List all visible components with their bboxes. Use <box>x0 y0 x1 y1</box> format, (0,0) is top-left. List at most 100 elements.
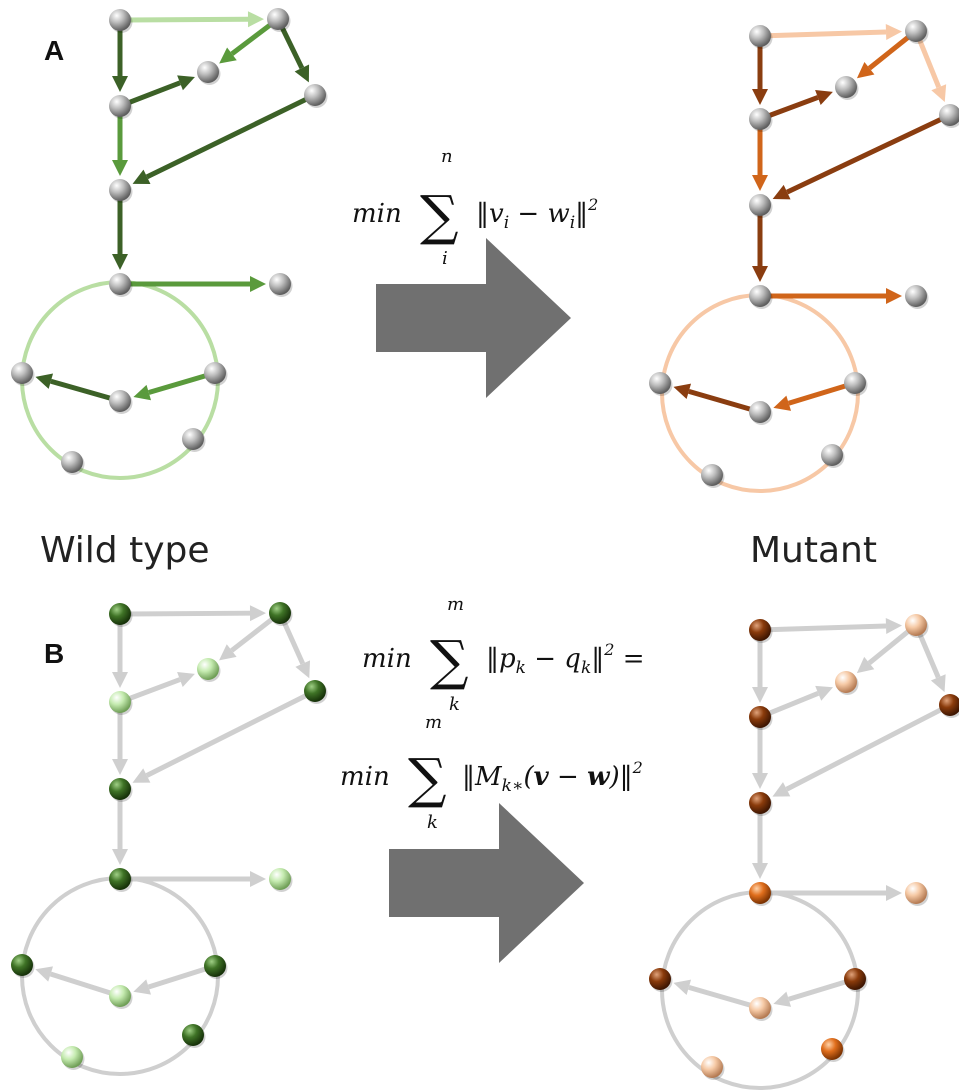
a_mt-node-n13 <box>701 464 723 486</box>
a_mt-edge-n2-n3 <box>856 33 912 79</box>
a_mt-node-n12 <box>821 444 843 466</box>
a_mt-edge-n4-n6 <box>772 115 945 200</box>
a_mt-node-n6 <box>749 194 771 216</box>
a_mt-node-n11 <box>749 401 771 423</box>
b_wt-edge-n1-n5 <box>112 621 128 688</box>
equation-a: min ∑ n i ‖vi − wi‖2 <box>352 146 598 269</box>
b_wt-edge-n11-n9 <box>35 966 114 997</box>
a_wt-edge-n2-n3 <box>219 21 274 64</box>
b_wt-node-n3 <box>197 658 219 680</box>
wild-type-label: Wild type <box>40 530 210 571</box>
a_wt-node-n12 <box>182 428 204 450</box>
node-layer <box>11 8 959 1080</box>
panel-label-a: A <box>44 35 64 66</box>
b_mt-node-n2 <box>905 614 927 636</box>
a_mt-node-n1 <box>749 25 771 47</box>
a_wt-node-n6 <box>109 179 131 201</box>
a_mt-edge-n2-n4 <box>916 36 947 103</box>
a_wt-node-n1 <box>109 9 131 31</box>
a_mt-node-n5 <box>749 108 771 130</box>
b_mt-node-n5 <box>749 706 771 728</box>
b_mt-node-n13 <box>701 1056 723 1078</box>
a_wt-node-n9 <box>11 362 33 384</box>
a_wt-node-n8 <box>269 273 291 295</box>
a_mt-edge-n7-n8 <box>767 288 902 304</box>
a_mt-edge-n5-n6 <box>752 126 768 191</box>
b_wt-edge-n4-n6 <box>132 691 310 783</box>
a_mt-node-n2 <box>905 20 927 42</box>
b_mt-node-n1 <box>749 619 771 641</box>
a_mt-node-n4 <box>939 104 959 126</box>
a_wt-edge-n5-n6 <box>112 113 128 176</box>
eq-b2-sigma: ∑ <box>408 747 447 810</box>
a_wt-edge-n10-n11 <box>133 372 209 401</box>
b_wt-edge-n6-n7 <box>112 796 128 865</box>
b_mt-edge-n10-n11 <box>773 978 849 1007</box>
b_mt-node-n6 <box>749 792 771 814</box>
b_wt-edge-n1-n2 <box>127 605 267 622</box>
a_wt-edge-n6-n7 <box>112 197 128 270</box>
a_mt-node-n10 <box>844 372 866 394</box>
eq-b1-sigma: ∑ <box>430 629 469 692</box>
eq-a-min: min <box>352 199 402 229</box>
a_mt-node-n3 <box>835 76 857 98</box>
a_mt-edge-n1-n2 <box>767 23 903 40</box>
b_wt-node-n10 <box>204 955 226 977</box>
b_wt-edge-n10-n11 <box>133 965 209 995</box>
a_wt-edge-n1-n5 <box>112 27 128 92</box>
b_wt-node-n13 <box>61 1046 83 1068</box>
b_mt-edge-n1-n5 <box>752 637 768 703</box>
b_wt-node-n11 <box>109 985 131 1007</box>
b_wt-edge-n5-n3 <box>125 672 195 702</box>
a_wt-node-n10 <box>204 362 226 384</box>
transition-arrow-layer <box>376 238 584 963</box>
eq-b2-min: min <box>340 762 390 792</box>
a_wt-edge-n5-n3 <box>125 75 195 106</box>
b_mt-node-n3 <box>835 671 857 693</box>
b_mt-edge-n4-n6 <box>772 706 945 797</box>
eq-b2-upper: m <box>425 712 442 733</box>
b_wt-edge-n2-n4 <box>280 618 311 679</box>
b_mt-edge-n5-n3 <box>765 685 834 717</box>
a_mt-edge-n11-n9 <box>673 383 754 413</box>
b_mt-node-n4 <box>939 694 959 716</box>
a_mt-edge-n10-n11 <box>773 382 849 411</box>
b_wt-edge-n2-n3 <box>219 615 276 661</box>
b_mt-node-n7 <box>749 882 771 904</box>
a_wt-node-n3 <box>197 61 219 83</box>
eq-b1-lower: k <box>449 694 460 715</box>
b_wt-node-n2 <box>269 602 291 624</box>
equation-b1: min ∑ m k ‖pk − qk‖2 = <box>362 594 645 715</box>
b_wt-node-n5 <box>109 691 131 713</box>
a_mt-node-n9 <box>649 372 671 394</box>
a_mt-node-n7 <box>749 285 771 307</box>
a_wt-edge-n2-n4 <box>278 24 310 83</box>
eq-a-upper: n <box>441 146 453 167</box>
b_mt-node-n11 <box>749 997 771 1019</box>
eq-b1-upper: m <box>447 594 464 615</box>
equation-b2: min ∑ m k ‖Mk∗(v − w)‖2 <box>340 712 643 833</box>
a_mt-edge-n5-n3 <box>765 89 833 119</box>
b_mt-edge-n1-n2 <box>767 617 903 634</box>
a_wt-node-n4 <box>304 84 326 106</box>
b_wt-node-n6 <box>109 778 131 800</box>
a_wt-edge-n1-n2 <box>127 11 265 28</box>
a_wt-node-n2 <box>267 8 289 30</box>
mutant-label: Mutant <box>750 530 877 571</box>
eq-a-lower: i <box>442 248 448 269</box>
b_mt-edge-n11-n9 <box>673 979 754 1009</box>
b_wt-node-n9 <box>11 954 33 976</box>
a_mt-node-n8 <box>905 285 927 307</box>
a_mt-edge-n1-n5 <box>752 43 768 105</box>
eq-a-sigma: ∑ <box>420 184 459 247</box>
a_wt-edge-n4-n6 <box>132 95 310 185</box>
b_wt-node-n1 <box>109 603 131 625</box>
eq-b1-body: ‖pk − qk‖2 = <box>486 640 645 678</box>
a_wt-node-n7 <box>109 273 131 295</box>
eq-b2-lower: k <box>427 812 438 833</box>
a_wt-node-n13 <box>61 451 83 473</box>
b_wt-edge-n5-n6 <box>112 709 128 775</box>
b_mt-node-n10 <box>844 968 866 990</box>
eq-a-body: ‖vi − wi‖2 <box>476 195 598 233</box>
